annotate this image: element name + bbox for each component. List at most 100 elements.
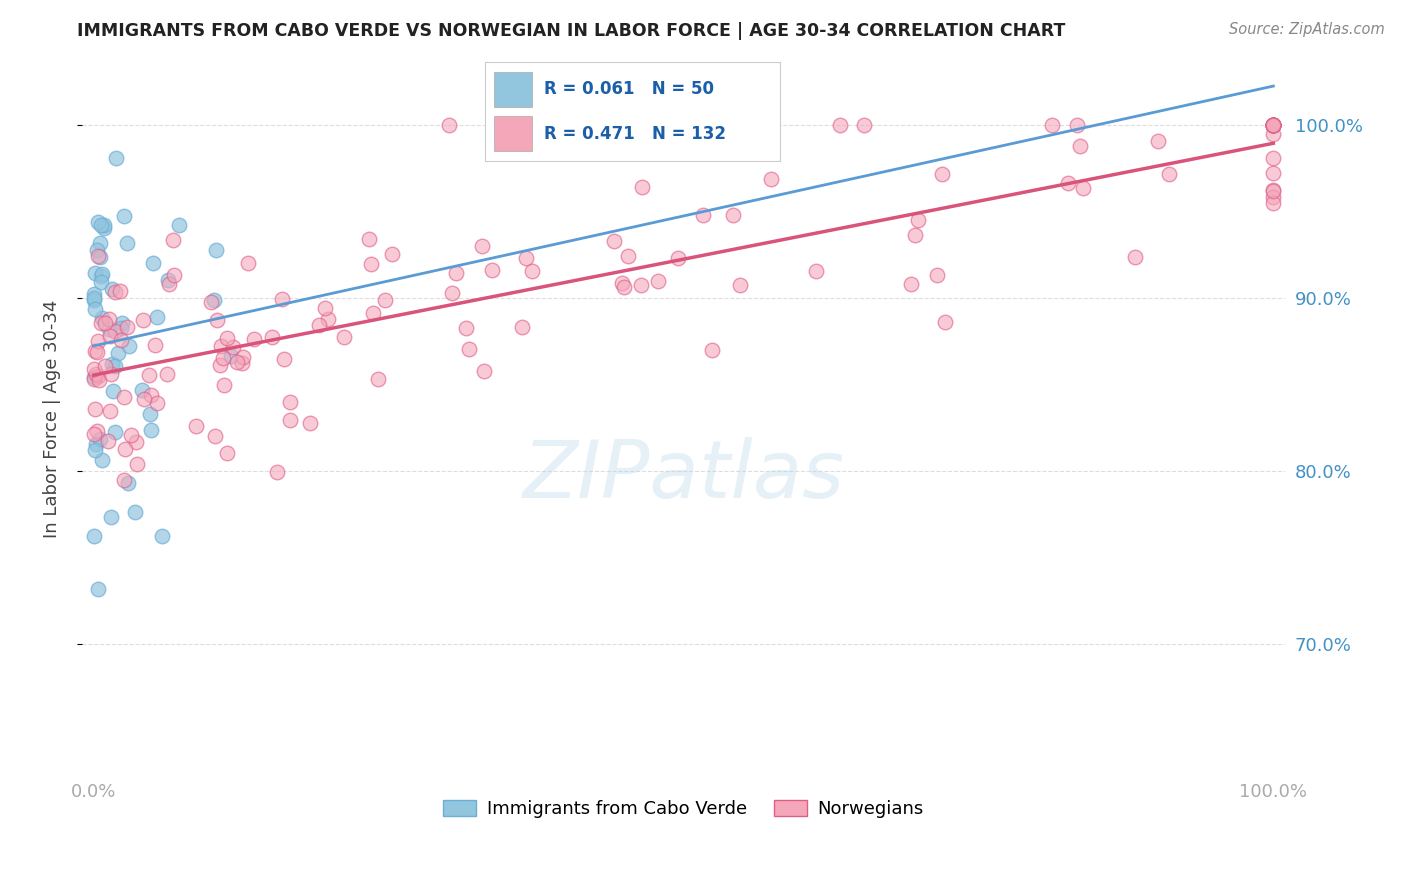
Point bbox=[98, 312, 121, 326]
Point bbox=[100, 282, 122, 296]
Point bbox=[104, 359, 127, 373]
Point bbox=[1125, 250, 1147, 264]
Point bbox=[146, 310, 169, 325]
Text: Source: ZipAtlas.com: Source: ZipAtlas.com bbox=[1229, 22, 1385, 37]
Point bbox=[90, 316, 112, 330]
Point bbox=[1263, 166, 1285, 180]
Point bbox=[1263, 190, 1285, 204]
Point bbox=[86, 345, 108, 359]
Point bbox=[454, 321, 477, 335]
Point bbox=[83, 292, 105, 306]
Point bbox=[110, 320, 132, 334]
Point bbox=[98, 328, 121, 343]
Point bbox=[1066, 118, 1088, 132]
Point bbox=[155, 367, 177, 381]
Point bbox=[1147, 134, 1170, 148]
Point bbox=[184, 418, 207, 433]
Point bbox=[1040, 118, 1063, 132]
Point bbox=[243, 332, 266, 346]
Point bbox=[900, 277, 922, 292]
Point bbox=[87, 369, 110, 384]
Point bbox=[1263, 118, 1285, 132]
Text: ZIPatlas: ZIPatlas bbox=[523, 437, 845, 515]
Point bbox=[446, 266, 468, 280]
Point bbox=[84, 437, 107, 451]
Point bbox=[83, 426, 105, 441]
Point bbox=[108, 284, 131, 298]
Point bbox=[86, 249, 108, 263]
Y-axis label: In Labor Force | Age 30-34: In Labor Force | Age 30-34 bbox=[44, 300, 60, 538]
Point bbox=[84, 443, 107, 458]
Point bbox=[115, 319, 138, 334]
Point bbox=[520, 264, 543, 278]
Point bbox=[98, 404, 121, 418]
Point bbox=[91, 311, 114, 326]
Point bbox=[1057, 176, 1080, 190]
Point bbox=[141, 387, 163, 401]
Point bbox=[87, 215, 110, 229]
Point bbox=[1263, 118, 1285, 132]
Point bbox=[90, 452, 112, 467]
Point bbox=[205, 313, 228, 327]
Point bbox=[84, 301, 107, 316]
Point bbox=[114, 442, 136, 457]
Point bbox=[142, 256, 165, 270]
Point bbox=[481, 262, 503, 277]
Point bbox=[83, 293, 105, 307]
Point bbox=[110, 334, 132, 348]
Point bbox=[647, 274, 669, 288]
Point bbox=[90, 275, 112, 289]
Point bbox=[101, 357, 124, 371]
Point bbox=[93, 316, 115, 330]
Point bbox=[204, 243, 226, 257]
Point bbox=[1263, 196, 1285, 211]
Point bbox=[437, 118, 460, 132]
Point bbox=[157, 277, 180, 291]
Point bbox=[1263, 183, 1285, 197]
Point bbox=[208, 359, 231, 373]
Point bbox=[666, 251, 689, 265]
Point bbox=[83, 401, 105, 416]
Point bbox=[610, 276, 633, 290]
Point bbox=[333, 329, 356, 343]
Point bbox=[145, 396, 167, 410]
Point bbox=[1263, 118, 1285, 132]
Point bbox=[852, 118, 875, 132]
Point bbox=[316, 312, 339, 326]
Point bbox=[630, 278, 652, 293]
Point bbox=[83, 361, 105, 376]
Point bbox=[613, 280, 636, 294]
Point bbox=[97, 434, 120, 449]
Point bbox=[374, 293, 396, 308]
Point bbox=[273, 351, 295, 366]
Point bbox=[1157, 167, 1180, 181]
Point bbox=[1263, 118, 1285, 132]
Point bbox=[381, 247, 404, 261]
Point bbox=[700, 343, 723, 357]
Point bbox=[100, 367, 122, 381]
Point bbox=[759, 172, 782, 186]
Point bbox=[361, 306, 384, 320]
Point bbox=[804, 264, 827, 278]
Point bbox=[104, 425, 127, 439]
Point bbox=[225, 355, 247, 369]
Point bbox=[86, 424, 108, 438]
Point bbox=[114, 473, 136, 487]
Point bbox=[131, 384, 153, 398]
Point bbox=[100, 510, 122, 524]
Point bbox=[1069, 138, 1091, 153]
Point bbox=[83, 370, 105, 384]
Point bbox=[236, 256, 259, 270]
Point bbox=[515, 251, 537, 265]
Point bbox=[104, 152, 127, 166]
Point bbox=[266, 465, 288, 479]
Point bbox=[101, 384, 124, 399]
Point bbox=[232, 350, 254, 364]
Point bbox=[278, 412, 301, 426]
Point bbox=[472, 364, 495, 378]
Point bbox=[141, 423, 163, 437]
Point bbox=[471, 239, 494, 253]
Point bbox=[1263, 127, 1285, 141]
Point bbox=[89, 433, 111, 447]
Point bbox=[209, 339, 232, 353]
